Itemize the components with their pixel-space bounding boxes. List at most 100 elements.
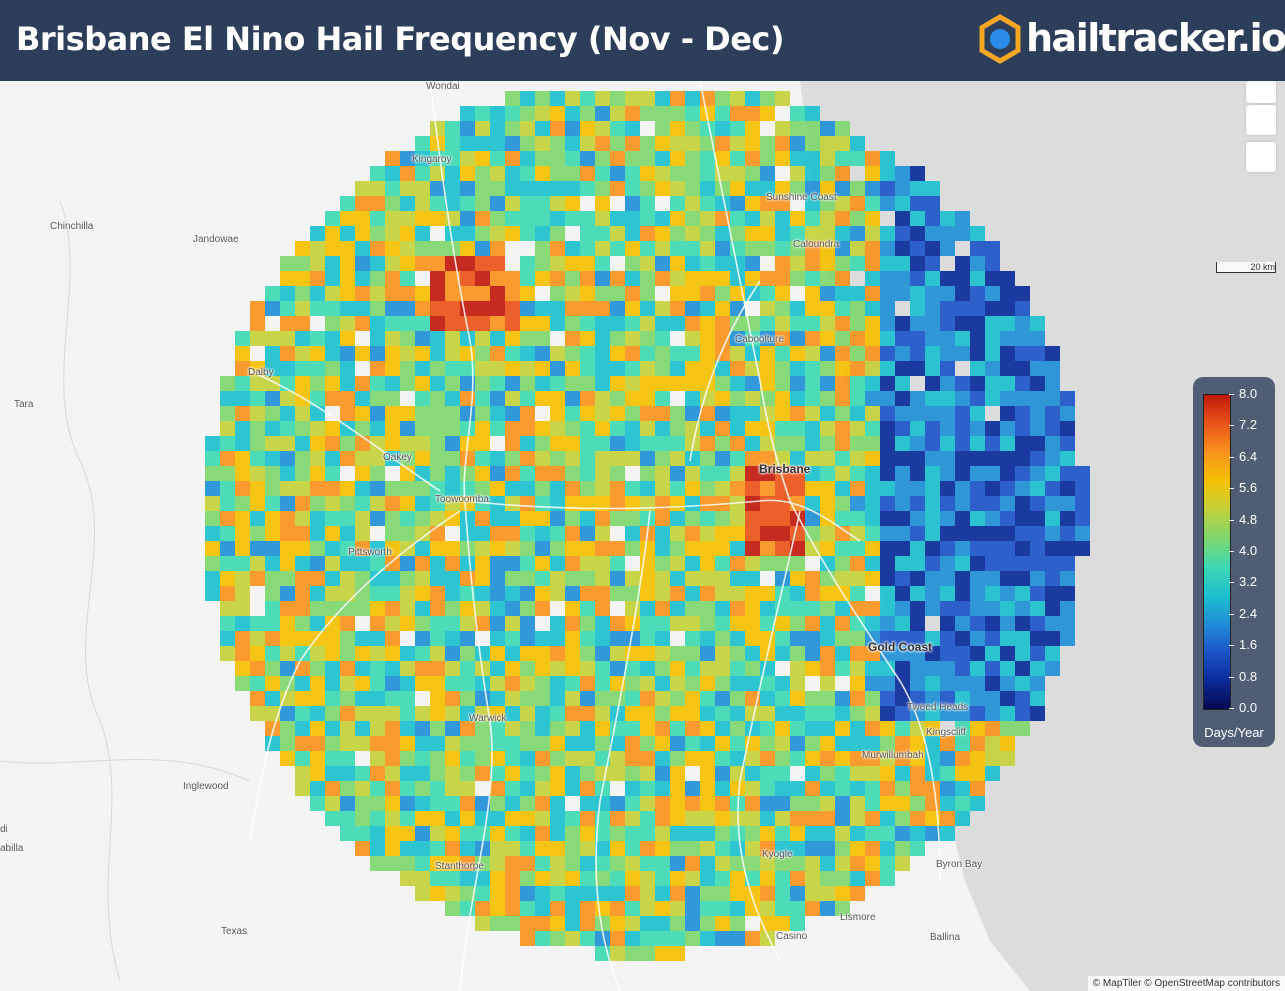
hail-grid-cell (775, 151, 790, 166)
hail-grid-cell (490, 721, 505, 736)
hail-grid-cell (340, 331, 355, 346)
hail-grid-cell (970, 796, 985, 811)
hail-grid-cell (700, 721, 715, 736)
hail-grid-cell (415, 571, 430, 586)
hail-grid-cell (400, 766, 415, 781)
hail-grid-cell (1060, 571, 1075, 586)
hail-grid-cell (370, 376, 385, 391)
hail-grid-cell (250, 421, 265, 436)
hail-grid-cell (850, 601, 865, 616)
map-control-button-1[interactable] (1246, 81, 1276, 103)
hail-grid-cell (670, 181, 685, 196)
hail-grid-cell (655, 706, 670, 721)
hail-grid-cell (535, 601, 550, 616)
hail-grid-cell (940, 436, 955, 451)
hail-grid-cell (805, 886, 820, 901)
hail-grid-cell (940, 556, 955, 571)
hail-grid-cell (475, 451, 490, 466)
hail-grid-cell (685, 106, 700, 121)
hail-grid-cell (1030, 511, 1045, 526)
hail-grid-cell (370, 586, 385, 601)
hail-grid-cell (850, 151, 865, 166)
state-boundary-line (59, 200, 121, 982)
hail-grid-cell (265, 406, 280, 421)
hail-grid-cell (730, 871, 745, 886)
hail-grid-cell (355, 271, 370, 286)
hail-grid-cell (1030, 316, 1045, 331)
hail-grid-cell (940, 316, 955, 331)
hail-grid-cell (655, 886, 670, 901)
hail-grid-cell (355, 811, 370, 826)
hail-grid-cell (730, 331, 745, 346)
hail-grid-cell (1015, 646, 1030, 661)
map-view[interactable]: Wondai Kingaroy Chinchilla Jandowae Suns… (0, 81, 1285, 991)
hail-grid-cell (220, 646, 235, 661)
hail-grid-cell (775, 466, 790, 481)
hail-grid-cell (775, 391, 790, 406)
hail-grid-cell (625, 826, 640, 841)
hail-grid-cell (745, 841, 760, 856)
hail-grid-cell (415, 256, 430, 271)
hail-grid-cell (430, 856, 445, 871)
hail-grid-cell (325, 511, 340, 526)
hail-grid-cell (700, 841, 715, 856)
hail-grid-cell (565, 841, 580, 856)
hail-grid-cell (565, 826, 580, 841)
hail-grid-cell (295, 316, 310, 331)
hail-grid-cell (565, 256, 580, 271)
hail-grid-cell (760, 226, 775, 241)
hail-grid-cell (460, 586, 475, 601)
hail-grid-cell (910, 601, 925, 616)
hail-grid-cell (775, 916, 790, 931)
hail-grid-cell (700, 676, 715, 691)
hail-grid-cell (580, 931, 595, 946)
hail-grid-cell (880, 661, 895, 676)
hail-grid-cell (655, 631, 670, 646)
hail-grid-cell (1075, 481, 1090, 496)
hail-grid-cell (385, 196, 400, 211)
hail-grid-cell (880, 736, 895, 751)
hail-grid-cell (730, 631, 745, 646)
hail-grid-cell (295, 706, 310, 721)
hail-grid-cell (685, 886, 700, 901)
hail-grid-cell (370, 751, 385, 766)
hail-grid-cell (445, 406, 460, 421)
hail-grid-cell (1060, 601, 1075, 616)
hail-grid-cell (595, 661, 610, 676)
hail-grid-cell (835, 466, 850, 481)
hail-grid-cell (580, 736, 595, 751)
map-control-button-3[interactable] (1246, 142, 1276, 172)
hail-grid-cell (970, 766, 985, 781)
hail-grid-cell (430, 721, 445, 736)
hail-grid-cell (895, 706, 910, 721)
hail-grid-cell (775, 886, 790, 901)
hail-grid-cell (820, 826, 835, 841)
hail-grid-cell (715, 556, 730, 571)
hail-grid-cell (475, 736, 490, 751)
hail-grid-cell (610, 406, 625, 421)
hail-grid-cell (295, 286, 310, 301)
hail-grid-cell (505, 406, 520, 421)
hail-grid-cell (460, 556, 475, 571)
hail-grid-cell (715, 271, 730, 286)
hail-grid-cell (355, 826, 370, 841)
hail-grid-cell (430, 691, 445, 706)
hail-grid-cell (400, 526, 415, 541)
hail-grid-cell (940, 226, 955, 241)
hailtracker-logo[interactable]: hailtracker.io (978, 14, 1285, 64)
hail-grid-cell (235, 391, 250, 406)
hail-grid-cell (415, 856, 430, 871)
hail-grid-cell (550, 346, 565, 361)
hail-grid-cell (490, 271, 505, 286)
hail-grid-cell (805, 586, 820, 601)
hail-grid-cell (1000, 376, 1015, 391)
hail-grid-cell (385, 376, 400, 391)
hail-grid-cell (685, 691, 700, 706)
hail-grid-cell (970, 751, 985, 766)
map-control-button-2[interactable] (1246, 105, 1276, 135)
hail-frequency-map[interactable] (0, 81, 1285, 991)
hail-grid-cell (370, 241, 385, 256)
hail-grid-cell (295, 346, 310, 361)
hail-grid-cell (610, 286, 625, 301)
hail-grid-cell (265, 556, 280, 571)
